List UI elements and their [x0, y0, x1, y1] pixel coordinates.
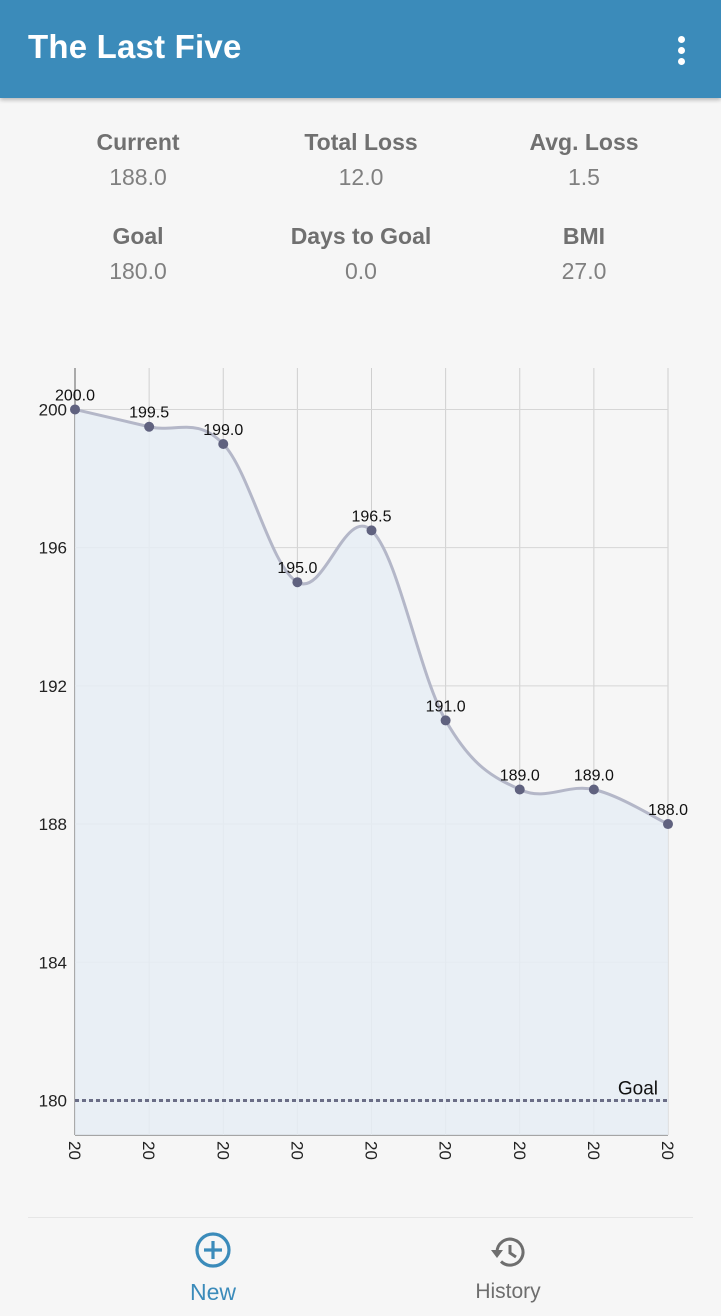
x-tick-label: 20	[584, 1141, 603, 1160]
data-point-label: 196.5	[351, 508, 391, 525]
data-point	[366, 525, 377, 536]
x-axis-labels: 20 20 20 20 20 20 20 20 20	[65, 1141, 677, 1160]
stat-total-loss: Total Loss 12.0	[251, 129, 471, 191]
stat-bmi: BMI 27.0	[474, 223, 694, 285]
data-point-label: 200.0	[55, 387, 95, 404]
history-icon	[491, 1237, 525, 1267]
stat-label: Current	[96, 129, 180, 155]
stat-avg-loss: Avg. Loss 1.5	[474, 129, 694, 191]
x-tick-label: 20	[139, 1141, 158, 1160]
data-point-label: 199.5	[129, 405, 169, 422]
data-point	[440, 715, 451, 726]
app-title: The Last Five	[28, 28, 242, 65]
stat-label: Total Loss	[304, 129, 418, 155]
overflow-menu-icon[interactable]	[664, 30, 700, 70]
chart-area-fill	[75, 409, 668, 1135]
x-tick-label: 20	[213, 1141, 232, 1160]
data-point-label: 188.0	[648, 802, 688, 819]
x-tick-label: 20	[65, 1141, 84, 1160]
data-point-label: 189.0	[500, 768, 540, 785]
x-tick-label: 20	[436, 1141, 455, 1160]
stat-goal: Goal 180.0	[28, 223, 248, 285]
x-tick-label: 20	[658, 1141, 677, 1160]
stat-value: 0.0	[345, 258, 377, 284]
data-point	[514, 784, 525, 795]
goal-line-label: Goal	[618, 1078, 658, 1099]
stat-value: 188.0	[109, 164, 167, 190]
data-point	[292, 577, 303, 588]
weight-chart: Goal 200.0 199.5 199.0 195.0 196.5 191.0 189.0…	[39, 368, 688, 1160]
x-tick-label: 20	[287, 1141, 306, 1160]
data-point	[70, 404, 80, 415]
bottom-nav-divider	[28, 1217, 693, 1218]
stat-value: 180.0	[109, 258, 167, 284]
data-point-label: 191.0	[426, 698, 466, 715]
y-tick-label: 192	[39, 677, 67, 696]
y-tick-label: 196	[39, 539, 67, 558]
stat-current: Current 188.0	[28, 129, 248, 191]
y-tick-label: 184	[39, 953, 67, 972]
data-point	[218, 439, 229, 450]
stat-label: Days to Goal	[290, 223, 432, 249]
data-point	[663, 819, 673, 830]
stat-label: Goal	[112, 223, 164, 249]
nav-new-button[interactable]: New	[163, 1230, 263, 1306]
y-tick-label: 200	[39, 400, 67, 419]
data-point-label: 189.0	[574, 768, 614, 785]
y-tick-label: 188	[39, 815, 67, 834]
data-point-label: 199.0	[203, 422, 243, 439]
x-tick-label: 20	[510, 1141, 529, 1160]
stat-value: 12.0	[338, 164, 384, 190]
data-point	[144, 421, 155, 432]
stat-label: BMI	[562, 223, 606, 249]
y-tick-label: 180	[39, 1091, 67, 1110]
chart-points: 200.0 199.5 199.0 195.0 196.5 191.0 189.0 189.0…	[55, 387, 688, 830]
nav-history-button[interactable]: History	[452, 1233, 564, 1304]
x-tick-label: 20	[362, 1141, 381, 1160]
stat-value: 27.0	[561, 258, 607, 284]
app-bar: The Last Five	[0, 0, 721, 98]
data-point-label: 195.0	[277, 560, 317, 577]
stat-label: Avg. Loss	[529, 129, 639, 155]
nav-history-label: History	[475, 1280, 541, 1303]
data-point	[588, 784, 599, 795]
y-axis-labels: 180 184 188 192 196 200	[39, 400, 67, 1110]
stat-days-to-goal: Days to Goal 0.0	[251, 223, 471, 285]
add-circle-icon	[195, 1232, 231, 1268]
nav-new-label: New	[189, 1279, 236, 1305]
stat-value: 1.5	[568, 164, 600, 190]
